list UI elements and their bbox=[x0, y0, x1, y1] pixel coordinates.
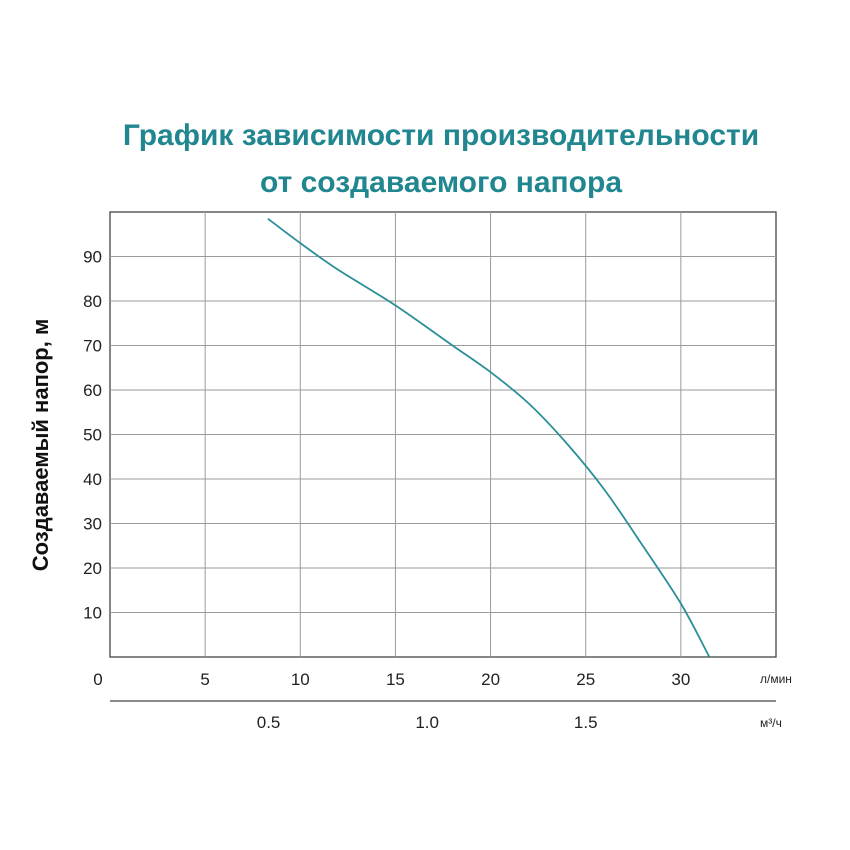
y-tick-label: 30 bbox=[83, 515, 102, 534]
y-tick-label: 70 bbox=[83, 337, 102, 356]
x-tick-labels: 0 5 10 15 20 25 30 bbox=[93, 670, 690, 689]
y-tick-label: 90 bbox=[83, 248, 102, 267]
chart-title: График зависимости производительности bbox=[123, 119, 759, 152]
y-tick-label: 40 bbox=[83, 470, 102, 489]
y-tick-label: 80 bbox=[83, 292, 102, 311]
x2-tick-labels: 0.5 1.0 1.5 bbox=[257, 713, 598, 732]
x-tick-label: 30 bbox=[671, 670, 690, 689]
x2-tick-label: 0.5 bbox=[257, 713, 281, 732]
chart-title-line2: от создаваемого напора bbox=[260, 166, 622, 199]
series bbox=[267, 217, 711, 658]
x-tick-label: 15 bbox=[386, 670, 405, 689]
x-tick-label: 10 bbox=[291, 670, 310, 689]
x-tick-label: 25 bbox=[576, 670, 595, 689]
series-line-head-curve bbox=[267, 217, 711, 658]
x2-tick-label: 1.5 bbox=[574, 713, 598, 732]
grid bbox=[110, 212, 776, 657]
x-tick-label: 0 bbox=[93, 670, 102, 689]
y-tick-label: 20 bbox=[83, 559, 102, 578]
y-axis-label: Создаваемый напор, м bbox=[28, 319, 53, 571]
y-tick-labels: 10 20 30 40 50 60 70 80 90 bbox=[83, 248, 102, 623]
y-tick-label: 50 bbox=[83, 426, 102, 445]
x2-axis-unit: м³/ч bbox=[760, 716, 782, 730]
x2-tick-label: 1.0 bbox=[415, 713, 439, 732]
y-tick-label: 60 bbox=[83, 381, 102, 400]
x-axis-unit: л/мин bbox=[760, 672, 792, 686]
x-tick-label: 5 bbox=[200, 670, 209, 689]
x-tick-label: 20 bbox=[481, 670, 500, 689]
y-tick-label: 10 bbox=[83, 604, 102, 623]
